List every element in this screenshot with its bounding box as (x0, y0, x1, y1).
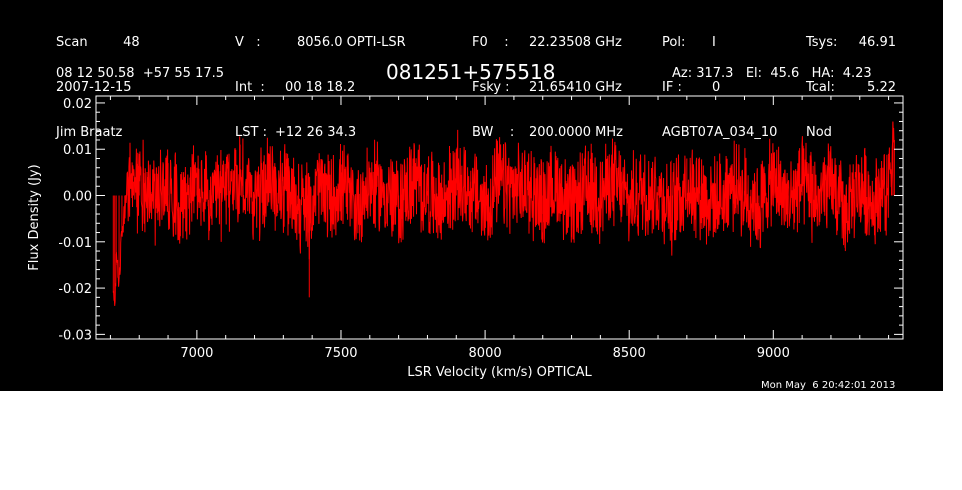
observer-name: Jim Braatz (56, 125, 123, 140)
obs-date: 2007-12-15 (56, 80, 132, 95)
tcal-value: 5.22 (867, 80, 896, 95)
tsys-value: 46.91 (858, 35, 896, 50)
header-col-frequency: F0 : 22.23508 GHz Fsky : 21.65410 GHz BW :… (472, 5, 623, 170)
x-axis-label: LSR Velocity (km/s) OPTICAL (407, 365, 592, 380)
f0-label: F0 : (472, 35, 509, 50)
spectrum-plot: 7000 7500 8000 8500 9000 0.02 0.01 0.00 -0.01 -0.… (27, 95, 904, 380)
velocity-label: V : (235, 35, 261, 50)
velocity-value: 8056.0 OPTI-LSR (297, 35, 406, 50)
x-tick-label: 8000 (469, 346, 502, 361)
y-tick-label: -0.01 (58, 236, 92, 251)
axis-ticks: 7000 7500 8000 8500 9000 0.02 0.01 0.00 -0.01 -0.… (58, 96, 903, 361)
bw-value: 200.0000 MHz (529, 125, 623, 140)
y-tick-label: 0.01 (63, 143, 92, 158)
tcal-label: Tcal: (806, 80, 835, 95)
plot-frame (95, 95, 904, 340)
scan-number: 48 (123, 35, 140, 50)
trace-layer (112, 121, 895, 306)
pol-value: I (712, 35, 716, 50)
coordinates: 08 12 50.58 +57 55 17.5 (56, 66, 225, 81)
fsky-value: 21.65410 GHz (529, 80, 622, 95)
az-el-ha: Az: 317.3 El: 45.6 HA: 4.23 (672, 66, 872, 81)
y-axis-label: Flux Density (Jy) (27, 164, 42, 270)
if-value: 0 (712, 80, 721, 95)
y-tick-label: 0.00 (63, 190, 92, 205)
header-col-scan: Scan 48 2007-12-15 Jim Braatz (56, 5, 140, 170)
header-col-velocity: V : 8056.0 OPTI-LSR Int : 00 18 18.2 LST :… (235, 5, 406, 170)
bw-label: BW : (472, 125, 515, 140)
header-col-pol: Pol: I IF : 0 AGBT07A_034_10 (662, 5, 777, 170)
plot-timestamp: Mon May 6 20:42:01 2013 (761, 380, 896, 391)
tsys-label: Tsys: (806, 35, 838, 50)
int-label: Int : (235, 80, 265, 95)
x-tick-label: 7500 (324, 346, 357, 361)
lst-label: LST : (235, 125, 267, 140)
spectrum-trace (112, 122, 895, 306)
int-value: 00 18 18.2 (285, 80, 356, 95)
y-tick-label: -0.03 (58, 328, 92, 343)
f0-value: 22.23508 GHz (529, 35, 622, 50)
fsky-label: Fsky : (472, 80, 510, 95)
source-name: 081251+575518 (386, 60, 556, 84)
y-tick-label: 0.02 (63, 97, 92, 112)
x-tick-label: 7000 (180, 346, 213, 361)
pol-label: Pol: (662, 35, 686, 50)
x-tick-label: 9000 (757, 346, 790, 361)
scan-label: Scan (56, 35, 88, 50)
lst-value: +12 26 34.3 (275, 125, 357, 140)
if-label: IF : (662, 80, 682, 95)
proc-mode: Nod (806, 125, 832, 140)
header-col-tsys: Tsys: 46.91 Tcal: 5.22 Nod (806, 5, 896, 170)
y-tick-label: -0.02 (58, 282, 92, 297)
x-tick-label: 8500 (613, 346, 646, 361)
project-id: AGBT07A_034_10 (662, 125, 778, 140)
